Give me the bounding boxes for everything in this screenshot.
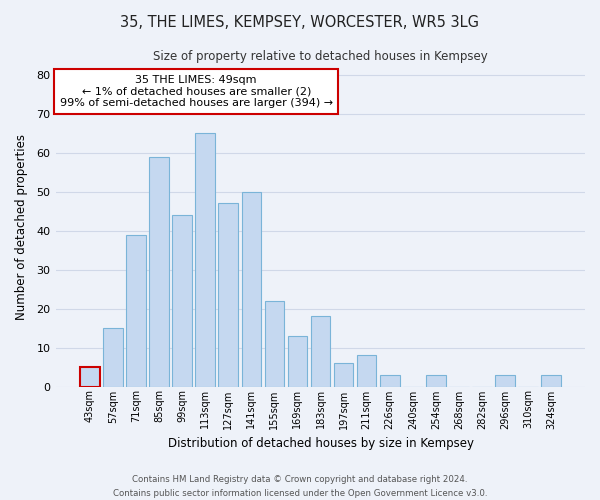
Bar (541, 375, 561, 386)
Bar (196, 133, 215, 386)
Bar (334, 363, 353, 386)
Bar (149, 156, 169, 386)
Bar (242, 192, 261, 386)
Bar (265, 301, 284, 386)
Bar (172, 215, 192, 386)
X-axis label: Distribution of detached houses by size in Kempsey: Distribution of detached houses by size … (167, 437, 473, 450)
Bar (311, 316, 331, 386)
Y-axis label: Number of detached properties: Number of detached properties (15, 134, 28, 320)
Bar (218, 204, 238, 386)
Bar (103, 328, 123, 386)
Bar (426, 375, 446, 386)
Bar (380, 375, 400, 386)
Bar (126, 234, 146, 386)
Text: 35, THE LIMES, KEMPSEY, WORCESTER, WR5 3LG: 35, THE LIMES, KEMPSEY, WORCESTER, WR5 3… (121, 15, 479, 30)
Bar (495, 375, 515, 386)
Bar (287, 336, 307, 386)
Text: 35 THE LIMES: 49sqm
← 1% of detached houses are smaller (2)
99% of semi-detached: 35 THE LIMES: 49sqm ← 1% of detached hou… (59, 75, 333, 108)
Bar (80, 367, 100, 386)
Bar (357, 356, 376, 386)
Text: Contains HM Land Registry data © Crown copyright and database right 2024.
Contai: Contains HM Land Registry data © Crown c… (113, 476, 487, 498)
Title: Size of property relative to detached houses in Kempsey: Size of property relative to detached ho… (153, 50, 488, 63)
